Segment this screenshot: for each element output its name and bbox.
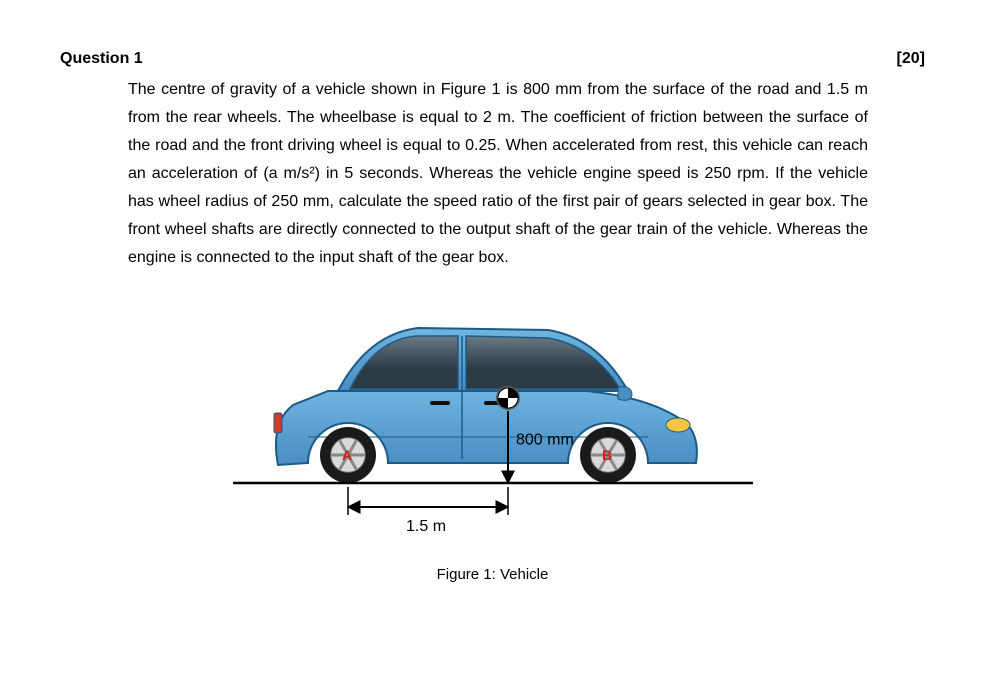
dim-label-rear: 1.5 m xyxy=(406,518,446,535)
door-handle-rear xyxy=(430,401,450,405)
header-row: Question 1 [20] xyxy=(60,50,925,68)
question-body: The centre of gravity of a vehicle shown… xyxy=(128,76,868,272)
window-front xyxy=(466,336,620,389)
window-rear xyxy=(350,336,458,389)
figure-container: A B 800 mm 1.5 m Figure 1: Vehicle xyxy=(60,278,925,583)
taillight-icon xyxy=(274,413,282,433)
figure-caption: Figure 1: Vehicle xyxy=(437,566,549,583)
side-mirror xyxy=(618,387,632,401)
page: Question 1 [20] The centre of gravity of… xyxy=(0,0,985,674)
vehicle-figure: A B 800 mm 1.5 m xyxy=(213,278,773,558)
wheel-label-front: B xyxy=(602,447,612,463)
marks-label: [20] xyxy=(897,50,925,68)
wheel-label-rear: A xyxy=(342,447,352,463)
question-label: Question 1 xyxy=(60,50,143,68)
headlight-icon xyxy=(666,418,690,432)
dim-label-height: 800 mm xyxy=(516,432,574,449)
